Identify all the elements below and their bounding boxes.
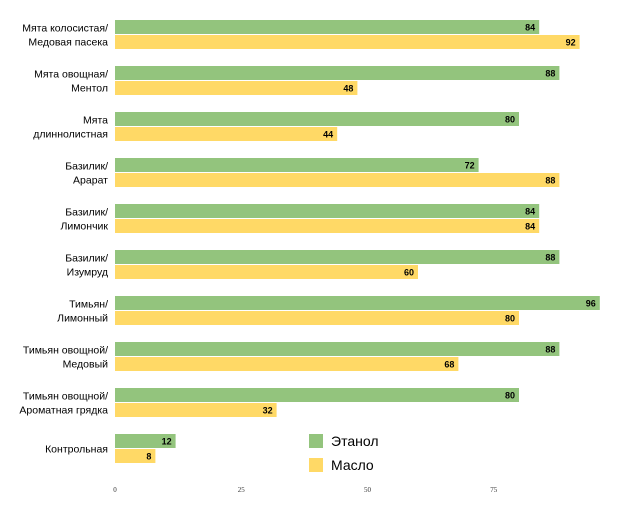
bar-ethanol [115, 434, 176, 448]
data-label: 88 [545, 69, 555, 79]
data-label: 44 [323, 130, 333, 140]
category-label: Мята колосистая/Медовая пасека [22, 23, 108, 49]
legend-swatch [309, 458, 323, 472]
data-label: 72 [465, 161, 475, 171]
bar-ethanol [115, 342, 560, 356]
legend-swatch [309, 434, 323, 448]
x-tick-label: 75 [490, 486, 498, 494]
data-label: 32 [263, 406, 273, 416]
bar-oil [115, 173, 560, 187]
x-tick-label: 50 [364, 486, 372, 494]
x-tick-label: 25 [238, 486, 246, 494]
data-label: 68 [444, 360, 454, 370]
category-label: Тимьян/Лимонный [57, 299, 108, 325]
category-label: Базилик/Арарат [65, 161, 108, 187]
x-tick-label: 0 [113, 486, 117, 494]
bar-oil [115, 81, 358, 95]
data-label: 8 [146, 452, 151, 462]
category-label: Контрольная [45, 444, 108, 456]
bar-ethanol [115, 112, 519, 126]
bar-oil [115, 265, 418, 279]
data-label: 88 [545, 345, 555, 355]
legend-label: Масло [331, 457, 374, 473]
bar-oil [115, 219, 540, 233]
category-label: Базилик/Лимончик [60, 207, 108, 233]
bar-oil [115, 35, 580, 49]
bar-ethanol [115, 388, 519, 402]
bar-oil [115, 403, 277, 417]
bar-oil [115, 357, 459, 371]
bar-ethanol [115, 250, 560, 264]
bar-ethanol [115, 20, 540, 34]
data-label: 12 [162, 437, 172, 447]
bar-oil [115, 311, 519, 325]
data-label: 84 [525, 222, 535, 232]
category-label: Мята длиннолистная [33, 115, 108, 141]
data-label: 80 [505, 115, 515, 125]
category-label: Мята овощная/Ментол [34, 69, 108, 95]
data-label: 84 [525, 207, 535, 217]
data-label: 80 [505, 391, 515, 401]
category-label: Базилик/Изумруд [65, 253, 108, 279]
data-label: 80 [505, 314, 515, 324]
bar-ethanol [115, 66, 560, 80]
data-label: 88 [545, 176, 555, 186]
data-label: 96 [586, 299, 596, 309]
category-label: Тимьян овощной/Ароматная грядка [19, 391, 108, 417]
bar-oil [115, 449, 156, 463]
bar-ethanol [115, 204, 540, 218]
data-label: 88 [545, 253, 555, 263]
data-label: 48 [343, 84, 353, 94]
category-label: Тимьян овощной/Медовый [23, 345, 108, 371]
bar-oil [115, 127, 338, 141]
bar-ethanol [115, 158, 479, 172]
data-label: 84 [525, 23, 535, 33]
legend-label: Этанол [331, 433, 378, 449]
data-label: 60 [404, 268, 414, 278]
data-label: 92 [566, 38, 576, 48]
bar-ethanol [115, 296, 600, 310]
